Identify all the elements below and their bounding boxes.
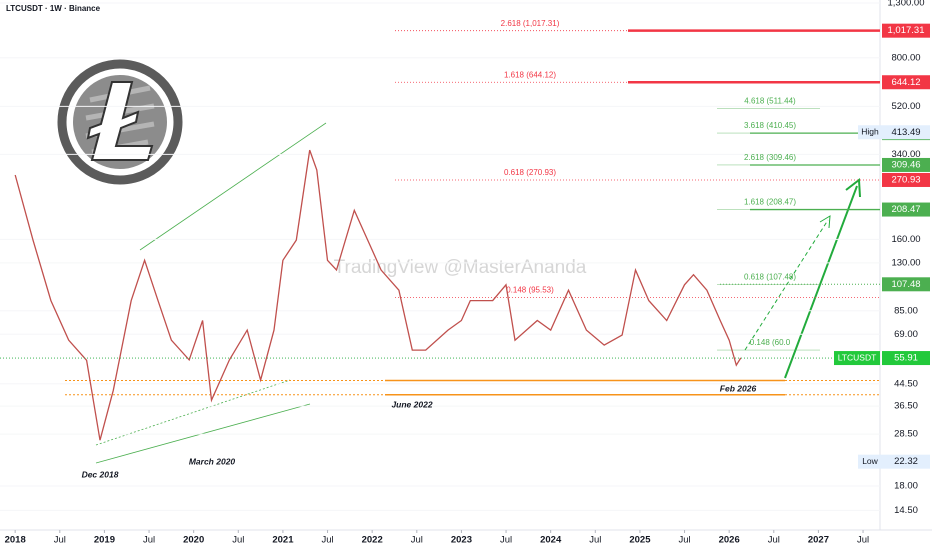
- fib-level-label: 0.148 (95.53): [506, 286, 554, 295]
- price-marker-label: 107.48: [891, 279, 920, 290]
- annotation: June 2022: [391, 399, 432, 409]
- fib-level-label: 2.618 (1,017.31): [501, 19, 560, 28]
- x-tick-label: Jul: [857, 535, 869, 546]
- price-marker-label: 309.46: [891, 159, 920, 170]
- x-tick-label: 2019: [94, 535, 115, 546]
- annotation: Dec 2018: [82, 469, 119, 479]
- target-arrows: [744, 178, 861, 379]
- fib-level-label: 0.618 (270.93): [504, 168, 556, 177]
- last-price-tag-box: [834, 351, 880, 366]
- y-tick-label: 160.00: [891, 234, 920, 245]
- x-tick-label: Jul: [678, 535, 690, 546]
- fib-level-label: 3.618 (410.45): [744, 121, 796, 130]
- x-tick-label: 2023: [451, 535, 472, 546]
- price-marker-box: [882, 277, 930, 292]
- y-tick-label: 1,300.00: [888, 0, 925, 9]
- high-tag-box: [858, 125, 882, 140]
- y-tick-label: 36.50: [894, 401, 918, 412]
- price-marker-box: [882, 75, 930, 90]
- high-tag: High: [861, 127, 879, 137]
- x-tick-label: 2025: [629, 535, 651, 546]
- litecoin-logo: [57, 59, 183, 185]
- fib-level-label: 1.618 (644.12): [504, 70, 556, 79]
- annotation: Feb 2026: [720, 383, 757, 393]
- y-tick-label: 85.00: [894, 305, 918, 316]
- y-tick-label: 69.00: [894, 329, 918, 340]
- x-tick-label: Jul: [768, 535, 780, 546]
- high-box: [882, 125, 930, 140]
- chart-title: LTCUSDT · 1W · Binance: [6, 4, 101, 13]
- y-tick-label: 340.00: [891, 149, 920, 160]
- fib-level-label: 4.618 (511.44): [744, 96, 796, 105]
- y-tick-label: 18.00: [894, 480, 918, 491]
- price-line: [14, 149, 742, 441]
- price-marker-label: 644.12: [891, 77, 920, 88]
- y-tick-label: 520.00: [891, 101, 920, 112]
- price-marker-box: [882, 202, 930, 217]
- annotation: March 2020: [189, 456, 236, 466]
- price-marker-label: 1,017.31: [888, 25, 925, 36]
- fib-level-label: 0.618 (107.48): [744, 272, 796, 281]
- low-label: 22.32: [894, 456, 918, 467]
- last-price-tag: LTCUSDT: [838, 352, 877, 362]
- x-tick-label: Jul: [232, 535, 244, 546]
- x-tick-label: 2024: [540, 535, 562, 546]
- last-price-label: 55.91: [894, 353, 918, 364]
- fib-level-label: 2.618 (309.46): [744, 153, 796, 162]
- x-tick-label: 2020: [183, 535, 204, 546]
- x-tick-label: Jul: [143, 535, 155, 546]
- x-tick-label: Jul: [411, 535, 423, 546]
- price-marker-box: [882, 23, 930, 38]
- price-marker-label: 208.47: [891, 204, 920, 215]
- y-tick-label: 800.00: [891, 52, 920, 63]
- low-box: [882, 454, 930, 469]
- y-tick-label: 44.50: [894, 378, 918, 389]
- low-tag: Low: [862, 456, 878, 466]
- last-price-box: [882, 351, 930, 366]
- high-label: 413.49: [891, 127, 920, 138]
- price-marker-label: 270.93: [891, 174, 920, 185]
- y-tick-label: 14.50: [894, 505, 918, 516]
- fib-level-label: 1.618 (208.47): [744, 198, 796, 207]
- x-tick-label: Jul: [500, 535, 512, 546]
- price-marker-box: [882, 172, 930, 187]
- watermark: TradingView @MasterAnanda: [334, 257, 587, 278]
- x-tick-label: 2018: [5, 535, 26, 546]
- price-marker-box: [882, 157, 930, 172]
- y-tick-label: 28.50: [894, 429, 918, 440]
- x-tick-label: Jul: [321, 535, 333, 546]
- low-tag-box: [858, 454, 882, 469]
- trend-lines: [95, 122, 327, 464]
- x-tick-label: 2022: [362, 535, 383, 546]
- fib-level-label: 0.148 (60.0: [750, 338, 791, 347]
- x-tick-label: 2021: [272, 535, 294, 546]
- x-tick-label: 2026: [719, 535, 740, 546]
- x-tick-label: Jul: [589, 535, 601, 546]
- x-tick-label: Jul: [54, 535, 66, 546]
- y-tick-label: 130.00: [891, 257, 920, 268]
- x-tick-label: 2027: [808, 535, 829, 546]
